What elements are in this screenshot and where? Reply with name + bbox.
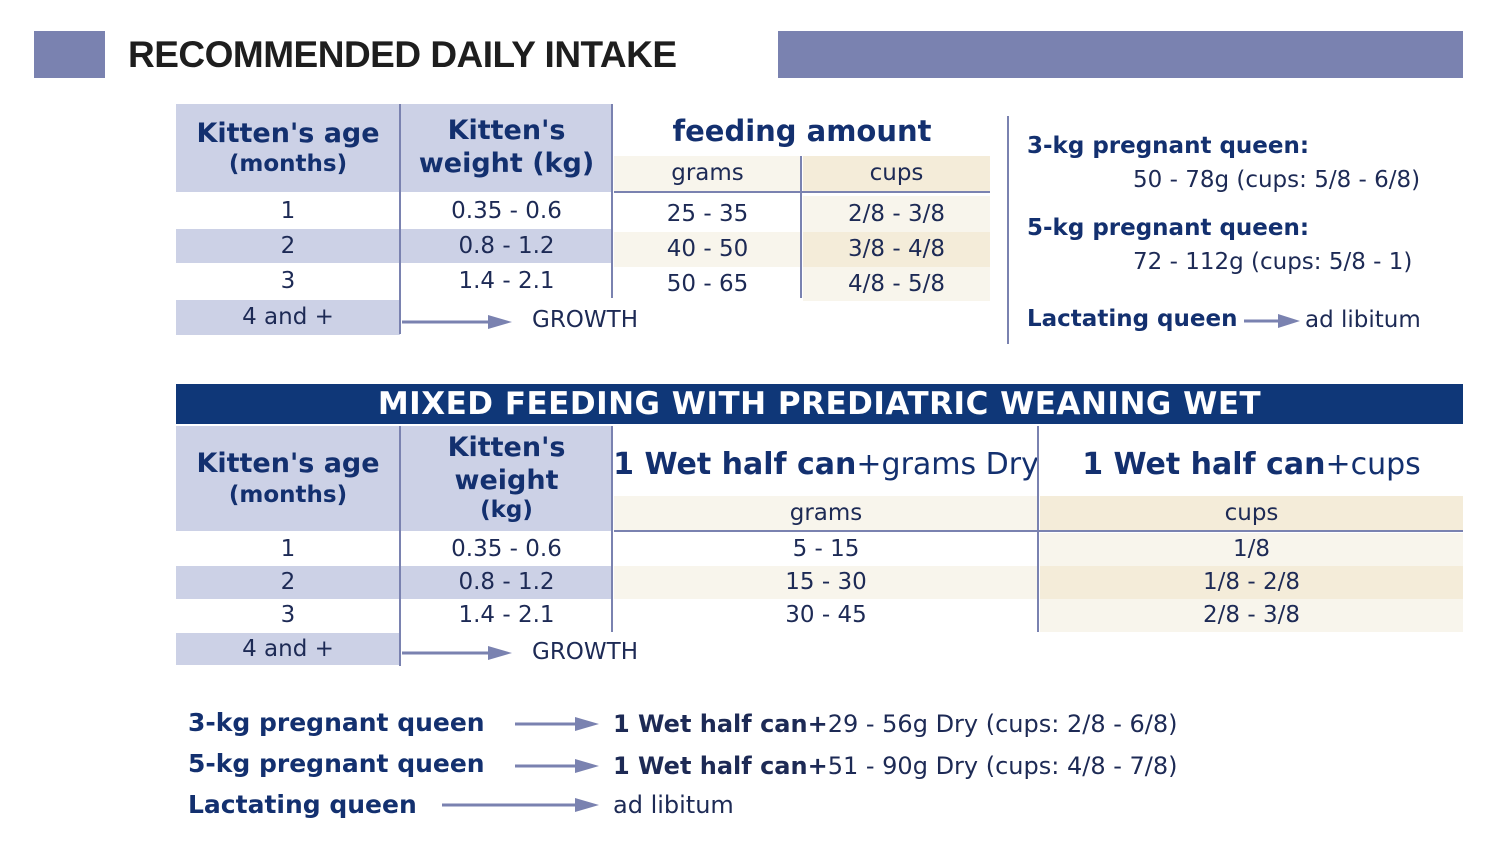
bottom-q3-wet: 1 Wet half can+ (613, 710, 828, 738)
lactating-arrow-icon (1244, 314, 1300, 328)
growth-arrow-2-icon (402, 646, 512, 660)
table-row-3-grams: 50 - 65 (666, 270, 749, 297)
title-bar-right (778, 31, 1463, 78)
bottom-lactating-value: ad libitum (613, 791, 734, 819)
col2-divider-1 (399, 426, 401, 666)
bottom-q3-amount: 29 - 56g Dry (cups: 2/8 - 6/8) (827, 710, 1178, 738)
table2-row-2-grams: 15 - 30 (614, 566, 1038, 599)
table-row-3-weight: 1.4 - 2.1 (458, 267, 555, 294)
col2-divider-3 (1037, 426, 1039, 632)
wet-half-can-label-2: 1 Wet half can (1082, 447, 1326, 482)
wet-half-can-label-1: 1 Wet half can (613, 447, 857, 482)
bottom-queen-5kg-label: 5-kg pregnant queen (188, 749, 485, 778)
table-row-2-weight: 0.8 - 1.2 (401, 229, 612, 263)
mixed-feeding-band: MIXED FEEDING WITH PREDIATRIC WEANING WE… (176, 384, 1463, 424)
bottom-arrow-1-icon (515, 717, 599, 731)
wet-grams-dry-header: 1 Wet half can +grams Dry (613, 440, 1039, 490)
cups-header-2: cups (1040, 496, 1463, 530)
table-row-1-weight: 0.35 - 0.6 (451, 197, 562, 224)
growth-label-2: GROWTH (532, 639, 638, 665)
header-underline (614, 191, 990, 193)
col-divider-3 (800, 156, 802, 298)
queen-3kg-value: 50 - 78g (cups: 5/8 - 6/8) (1133, 167, 1421, 193)
table-row-2-age: 2 (176, 229, 400, 263)
table2-row-3-weight: 1.4 - 2.1 (458, 602, 555, 628)
title-bar-left (34, 31, 105, 78)
table2-row-1-cups: 1/8 (1040, 533, 1463, 566)
weight-header-2-line2: weight (454, 464, 559, 496)
table2-row-3-grams: 30 - 45 (785, 602, 867, 628)
table-row-4-age: 4 and + (176, 300, 400, 335)
bottom-arrow-2-icon (515, 759, 599, 773)
table2-row-2-age: 2 (176, 566, 400, 599)
age-header-sub: (months) (228, 151, 348, 178)
table2-row-3-age: 3 (280, 602, 296, 628)
bottom-queen-3kg-label: 3-kg pregnant queen (188, 708, 485, 737)
grams-header-2: grams (614, 496, 1038, 530)
table-row-1-grams: 25 - 35 (666, 200, 749, 227)
bottom-q5-wet: 1 Wet half can+ (613, 752, 828, 780)
age-header-2-sub: (months) (228, 481, 348, 508)
bottom-queen-3kg-value: 1 Wet half can+29 - 56g Dry (cups: 2/8 -… (613, 710, 1178, 738)
queens-divider (1007, 116, 1009, 344)
cups-header: cups (803, 156, 990, 191)
table-row-3-cups: 4/8 - 5/8 (803, 267, 990, 301)
bottom-arrow-3-icon (442, 798, 599, 812)
table2-row-1-age: 1 (280, 536, 296, 562)
age-header: Kitten's age (months) (176, 104, 400, 192)
weight-header-2-line3: (kg) (480, 497, 533, 524)
weight-header: Kitten's weight (kg) (401, 104, 612, 192)
bottom-queen-5kg-value: 1 Wet half can+51 - 90g Dry (cups: 4/8 -… (613, 752, 1178, 780)
table-row-1-cups: 2/8 - 3/8 (803, 196, 990, 232)
table2-row-2-cups: 1/8 - 2/8 (1040, 566, 1463, 599)
weight-header-label: Kitten's (447, 115, 566, 147)
wet-cups-header: 1 Wet half can +cups (1040, 440, 1463, 490)
lactating-queen-label: Lactating queen (1027, 306, 1238, 332)
page-title: RECOMMENDED DAILY INTAKE (128, 34, 677, 75)
weight-header-sub: weight (kg) (418, 148, 595, 179)
table-row-3-age: 3 (280, 267, 296, 294)
table2-row-1-weight: 0.35 - 0.6 (451, 536, 562, 562)
lactating-queen-value: ad libitum (1305, 307, 1421, 333)
cups-suffix: +cups (1325, 447, 1421, 482)
table-row-2-grams: 40 - 50 (614, 232, 801, 267)
table2-row-2-weight: 0.8 - 1.2 (401, 566, 612, 599)
age-header-2-label: Kitten's age (196, 448, 380, 479)
feeding-amount-header: feeding amount (672, 114, 932, 149)
age-header-2: Kitten's age (months) (176, 426, 400, 531)
table2-row-1-grams: 5 - 15 (792, 536, 860, 562)
age-header-label: Kitten's age (196, 117, 380, 149)
col2-divider-2 (611, 426, 613, 632)
table-row-2-cups: 3/8 - 4/8 (803, 232, 990, 267)
queen-5kg-label: 5-kg pregnant queen: (1027, 215, 1310, 241)
bottom-lactating-label: Lactating queen (188, 790, 417, 819)
growth-arrow-icon (402, 315, 512, 329)
table2-row-3-cups: 2/8 - 3/8 (1040, 599, 1463, 632)
bottom-q5-amount: 51 - 90g Dry (cups: 4/8 - 7/8) (827, 752, 1178, 780)
grams-dry-suffix: +grams Dry (856, 447, 1039, 482)
queen-3kg-label: 3-kg pregnant queen: (1027, 133, 1310, 159)
col-divider-2 (611, 104, 613, 298)
weight-header-2-line1: Kitten's (447, 432, 566, 464)
table2-row-4-age: 4 and + (176, 633, 400, 665)
queen-5kg-value: 72 - 112g (cups: 5/8 - 1) (1133, 249, 1413, 275)
weight-header-2: Kitten's weight (kg) (401, 426, 612, 531)
growth-label: GROWTH (532, 307, 638, 333)
col-divider-1 (399, 104, 401, 334)
grams-header: grams (614, 156, 801, 191)
table-row-1-age: 1 (280, 197, 296, 224)
